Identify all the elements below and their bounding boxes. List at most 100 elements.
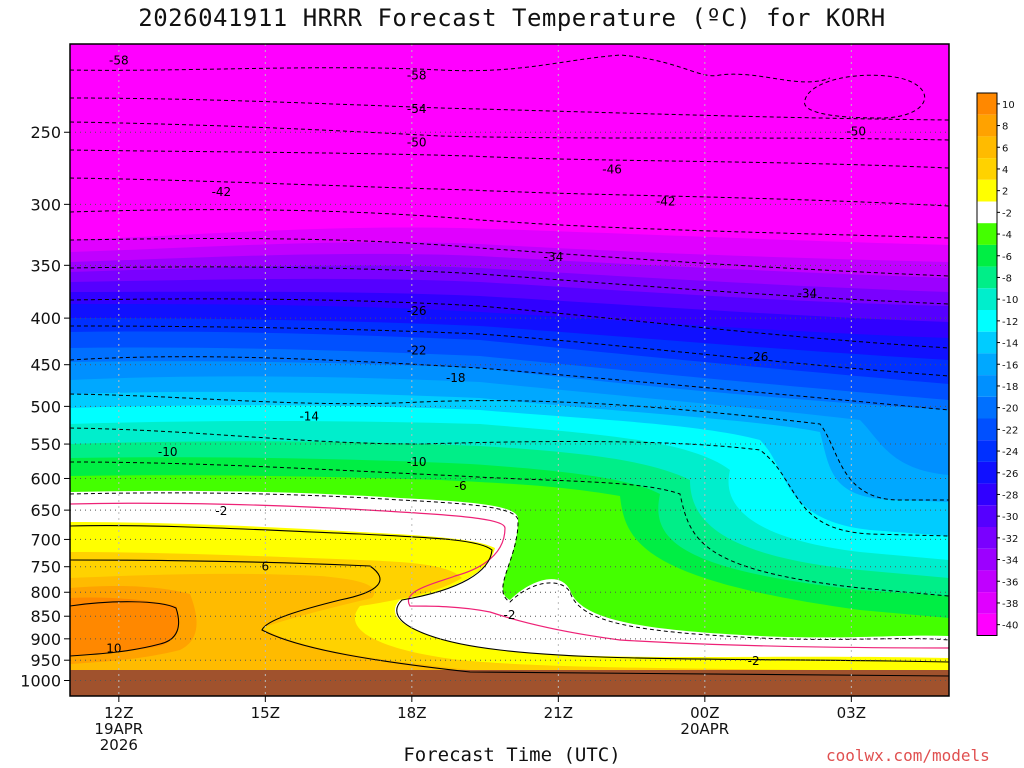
x-tick-label-4-1: 20APR xyxy=(680,720,729,738)
colorbar-label-11: -14 xyxy=(1002,339,1018,350)
colorbar-swatch-14 xyxy=(977,396,997,419)
x-tick-label-1-0: 15Z xyxy=(251,704,280,722)
colorbar-swatch-12 xyxy=(977,353,997,376)
isotherm-2 xyxy=(70,525,949,663)
colorbar-label-22: -36 xyxy=(1002,577,1018,588)
y-tick-label-800: 800 xyxy=(30,583,61,602)
contour-label-1: -58 xyxy=(407,68,427,82)
colorbar-label-2: 6 xyxy=(1002,143,1008,154)
colorbar-label-21: -34 xyxy=(1002,556,1018,567)
y-tick-label-900: 900 xyxy=(30,630,61,649)
colorbar-swatch-23 xyxy=(977,592,997,614)
contour-label-12: -22 xyxy=(407,343,427,357)
contour-label-0: -58 xyxy=(109,54,129,68)
colorbar-label-5: -2 xyxy=(1002,208,1012,219)
contour-label-16: -10 xyxy=(407,455,427,469)
grid-vertical xyxy=(118,44,852,696)
isotherm-minus-54 xyxy=(70,97,949,121)
isotherm-minus-18 xyxy=(70,356,949,411)
x-tick-label-0-1: 19APR xyxy=(94,720,143,738)
isotherm-minus-2 xyxy=(70,492,949,641)
y-tick-label-250: 250 xyxy=(30,123,61,142)
colorbar-swatch-11 xyxy=(977,331,997,354)
colorbar-swatch-5 xyxy=(977,201,997,224)
colorbar-label-18: -28 xyxy=(1002,490,1018,501)
colorbar-swatch-17 xyxy=(977,461,997,484)
colorbar-swatch-4 xyxy=(977,179,997,202)
x-tick-label-5-0: 03Z xyxy=(837,704,866,722)
y-tick-label-500: 500 xyxy=(30,397,61,416)
isotherm-minus-30 xyxy=(70,266,949,305)
contour-label-15: -10 xyxy=(158,445,178,459)
y-tick-label-950: 950 xyxy=(30,651,61,670)
colorbar-label-8: -8 xyxy=(1002,273,1012,284)
y-tick-label-450: 450 xyxy=(30,356,61,375)
isotherm-minus-46 xyxy=(70,149,949,169)
x-tick-label-0-0: 12Z xyxy=(104,704,133,722)
colorbar-swatch-21 xyxy=(977,548,997,571)
colorbar-label-17: -26 xyxy=(1002,469,1018,480)
contour-label-18: -2 xyxy=(215,504,227,518)
isotherm-minus-10 xyxy=(70,427,949,537)
y-tick-label-700: 700 xyxy=(30,530,61,549)
colorbar-swatch-1 xyxy=(977,114,997,137)
x-tick-label-2-0: 18Z xyxy=(397,704,426,722)
contour-label-21: 6 xyxy=(262,560,270,574)
y-tick-label-300: 300 xyxy=(30,195,61,214)
isotherm-minus-14 xyxy=(70,393,949,501)
colorbar-swatch-7 xyxy=(977,244,997,267)
contour-label-6: -42 xyxy=(212,185,232,199)
contour-label-19: -2 xyxy=(504,608,516,622)
y-tick-label-650: 650 xyxy=(30,501,61,520)
y-axis: 250 300 350 400 450 500 550 600 650 700 750 800 850 9… xyxy=(20,123,70,690)
isotherm-minus-58-loop xyxy=(804,74,926,119)
contour-label-7: -42 xyxy=(656,194,676,208)
contour-label-5: -46 xyxy=(602,162,622,176)
contour-label-14: -14 xyxy=(299,410,319,424)
y-tick-label-850: 850 xyxy=(30,607,61,626)
contour-label-17: -6 xyxy=(455,479,467,493)
contour-label-11: -26 xyxy=(749,350,769,364)
colorbar-label-24: -40 xyxy=(1002,621,1018,632)
colorbar: 10 8 6 4 2 -2 -4 -6 -8 -10 -12 -14 -16 -18 -20 -22 -24 -2… xyxy=(976,92,1018,636)
colorbar-label-14: -20 xyxy=(1002,404,1018,415)
y-tick-label-350: 350 xyxy=(30,256,61,275)
colorbar-label-20: -32 xyxy=(1002,534,1018,545)
contour-label-4: -50 xyxy=(846,125,866,139)
isotherm-minus-34 xyxy=(70,237,949,277)
isotherm-10 xyxy=(70,601,180,657)
colorbar-swatch-19 xyxy=(977,505,997,527)
y-tick-label-1000: 1000 xyxy=(20,671,61,690)
contour-label-13: -18 xyxy=(446,371,466,385)
credit-text: coolwx.com/models xyxy=(826,746,990,765)
colorbar-label-23: -38 xyxy=(1002,599,1018,610)
colorbar-label-16: -24 xyxy=(1002,447,1018,458)
colorbar-label-19: -30 xyxy=(1002,512,1018,523)
contour-label-20: -2 xyxy=(748,654,760,668)
colorbar-swatch-15 xyxy=(977,418,997,441)
band-10 xyxy=(70,597,179,656)
colorbar-label-6: -4 xyxy=(1002,230,1012,241)
isotherm-minus-22 xyxy=(70,325,949,377)
band-6 xyxy=(70,573,949,696)
contour-label-3: -50 xyxy=(407,136,427,150)
contour-label-8: -34 xyxy=(544,250,564,264)
plot-area: -58-58-54-50-50-46-42-42-34-34-26-26-22-… xyxy=(70,44,949,696)
isotherm-minus-58 xyxy=(70,54,831,83)
isotherm-6 xyxy=(70,559,949,677)
isotherm-minus-26 xyxy=(70,298,949,349)
colorbar-label-12: -16 xyxy=(1002,360,1018,371)
colorbar-label-13: -18 xyxy=(1002,382,1018,393)
colorbar-swatch-10 xyxy=(977,310,997,332)
colorbar-label-7: -6 xyxy=(1002,252,1012,263)
contour-label-22: 10 xyxy=(106,642,121,656)
contour-label-10: -26 xyxy=(407,304,427,318)
isotherm-minus-50 xyxy=(70,121,949,141)
isotherm-minus-38 xyxy=(70,209,949,239)
y-tick-label-750: 750 xyxy=(30,558,61,577)
colorbar-swatch-6 xyxy=(977,223,997,245)
y-tick-label-400: 400 xyxy=(30,309,61,328)
y-tick-label-550: 550 xyxy=(30,435,61,454)
